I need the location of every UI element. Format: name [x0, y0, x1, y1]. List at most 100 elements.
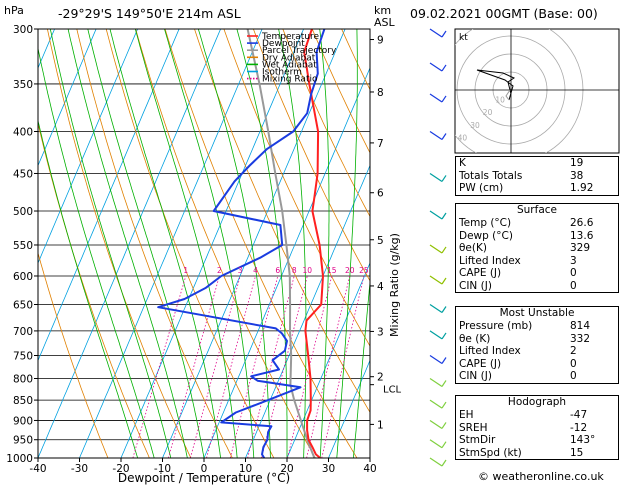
wind-barb-flag: [441, 380, 447, 387]
surface-label: θe(K): [459, 242, 487, 254]
surface-label: Lifted Index: [459, 254, 521, 267]
isotherm-line: [38, 29, 221, 458]
wet-adiabat-line: [38, 46, 155, 458]
pressure-tick-label: 850: [13, 395, 33, 407]
mixing-ratio-label: 10: [303, 266, 313, 275]
dry-adiabat-line: [38, 251, 109, 458]
wet-adiabat-line: [278, 29, 307, 458]
hodograph-stat-row: StmSpd (kt) 15: [456, 447, 618, 460]
wind-barb-flag: [441, 95, 447, 103]
hodograph-kt-label: kt: [459, 33, 468, 43]
most-unstable-label: θe (K): [459, 332, 491, 345]
index-value: 19: [570, 157, 584, 169]
legend-label: Isotherm: [262, 68, 302, 78]
most-unstable-row: Lifted Index 2: [456, 345, 618, 358]
wet-adiabat-line: [197, 29, 271, 458]
hodograph-storm-motion: [505, 89, 511, 101]
wind-barb-icon: [429, 172, 443, 182]
height-tick-label: 1: [377, 419, 384, 431]
most-unstable-table: Most Unstable Pressure (mb) 814 θe (K) 332 L…: [455, 306, 619, 384]
index-label: Totals Totals: [459, 169, 523, 182]
pressure-tick-label: 450: [13, 168, 33, 180]
dry-adiabat-line: [194, 29, 370, 413]
isotherm-line: [38, 29, 97, 167]
height-tick-label: 4: [377, 281, 384, 293]
mixing-ratio-label: 25: [359, 266, 369, 275]
wind-barb-icon: [429, 275, 443, 285]
most-unstable-label: CIN (J): [459, 370, 492, 382]
mixing-ratio-label: 2: [217, 266, 222, 275]
surface-row: CIN (J) 0: [456, 280, 618, 293]
wind-barb-flag: [441, 306, 447, 313]
most-unstable-value: 814: [570, 320, 591, 332]
isotherm-line: [328, 359, 370, 458]
copyright-footer: © weatheronline.co.uk: [478, 470, 604, 483]
height-tick-label: 3: [377, 326, 384, 338]
hodograph-ring-label: 40: [458, 133, 468, 142]
isotherm-line: [38, 29, 138, 264]
legend-label: Parcel Trajectory: [262, 46, 337, 56]
index-label: PW (cm): [459, 182, 504, 194]
temperature-profile: [303, 29, 324, 458]
index-value: 1.92: [570, 182, 594, 194]
most-unstable-value: 0: [570, 357, 577, 370]
wind-barb-flag: [441, 212, 447, 220]
wind-barb-icon: [429, 354, 443, 364]
wet-adiabat-line: [336, 29, 358, 458]
hodograph-ring-label: 30: [470, 121, 480, 130]
height-tick-label: 2: [377, 372, 384, 384]
mixing-ratio-line: [168, 275, 220, 458]
dry-adiabat-line: [38, 122, 150, 458]
mixing-ratio-label: 6: [275, 266, 280, 275]
hodograph-ring-label: 10: [495, 96, 505, 105]
dry-adiabat-line: [253, 29, 370, 282]
temperature-tick-label: 0: [201, 463, 208, 475]
surface-label: Temp (°C): [459, 217, 512, 229]
wind-barb-flag: [441, 357, 447, 364]
isotherm-line: [38, 29, 180, 362]
wind-barb-icon: [429, 131, 443, 141]
hodograph-trace: [476, 69, 516, 101]
mixing-ratio-label: 15: [327, 266, 337, 275]
most-unstable-label: Lifted Index: [459, 345, 521, 357]
hodograph-stat-label: EH: [459, 409, 474, 421]
wind-barb-flag: [441, 459, 447, 467]
wind-barb-icon: [429, 304, 443, 314]
wet-adiabat-line: [109, 29, 221, 458]
hodograph-stat-row: StmDir 143°: [456, 434, 618, 447]
index-value: 38: [570, 169, 584, 182]
surface-label: CAPE (J): [459, 267, 502, 279]
pressure-tick-label: 500: [13, 206, 33, 218]
isotherm-line: [286, 261, 370, 458]
legend-label: Dry Adiabat: [262, 53, 316, 63]
wet-adiabat-line: [353, 277, 370, 458]
most-unstable-value: 2: [570, 345, 577, 357]
dry-adiabat-line: [164, 29, 358, 458]
mixing-ratio-line: [206, 275, 256, 458]
hodograph-table: Hodograph EH -47 SREH -12 StmDir 143° StmSpd (…: [455, 395, 619, 460]
surface-value: 0: [570, 279, 577, 292]
hodograph-table-title: Hodograph: [507, 396, 567, 408]
height-tick-label: 9: [377, 35, 384, 47]
mixing-ratio-line: [306, 275, 351, 458]
isotherm-line: [245, 164, 370, 458]
wet-adiabat-line: [236, 29, 288, 458]
index-row: K 19: [456, 157, 618, 170]
wind-barb-flag: [441, 441, 447, 449]
wind-barb-icon: [429, 457, 443, 467]
index-label: K: [459, 157, 466, 169]
hodograph-stat-value: -12: [570, 421, 588, 434]
surface-label: Dewp (°C): [459, 229, 513, 242]
mixing-ratio-line: [247, 275, 295, 458]
most-unstable-value: 332: [570, 332, 591, 345]
wind-barb-flag: [441, 30, 447, 38]
dry-adiabat-line: [135, 29, 316, 458]
dry-adiabat-line: [47, 29, 192, 458]
mixing-ratio-line: [132, 275, 187, 458]
forecast-datetime: 09.02.2021 00GMT (Base: 00): [410, 6, 598, 21]
temperature-tick-label: -10: [154, 463, 171, 475]
surface-title: Surface: [516, 204, 557, 216]
hodograph-stat-label: StmSpd (kt): [459, 446, 522, 459]
